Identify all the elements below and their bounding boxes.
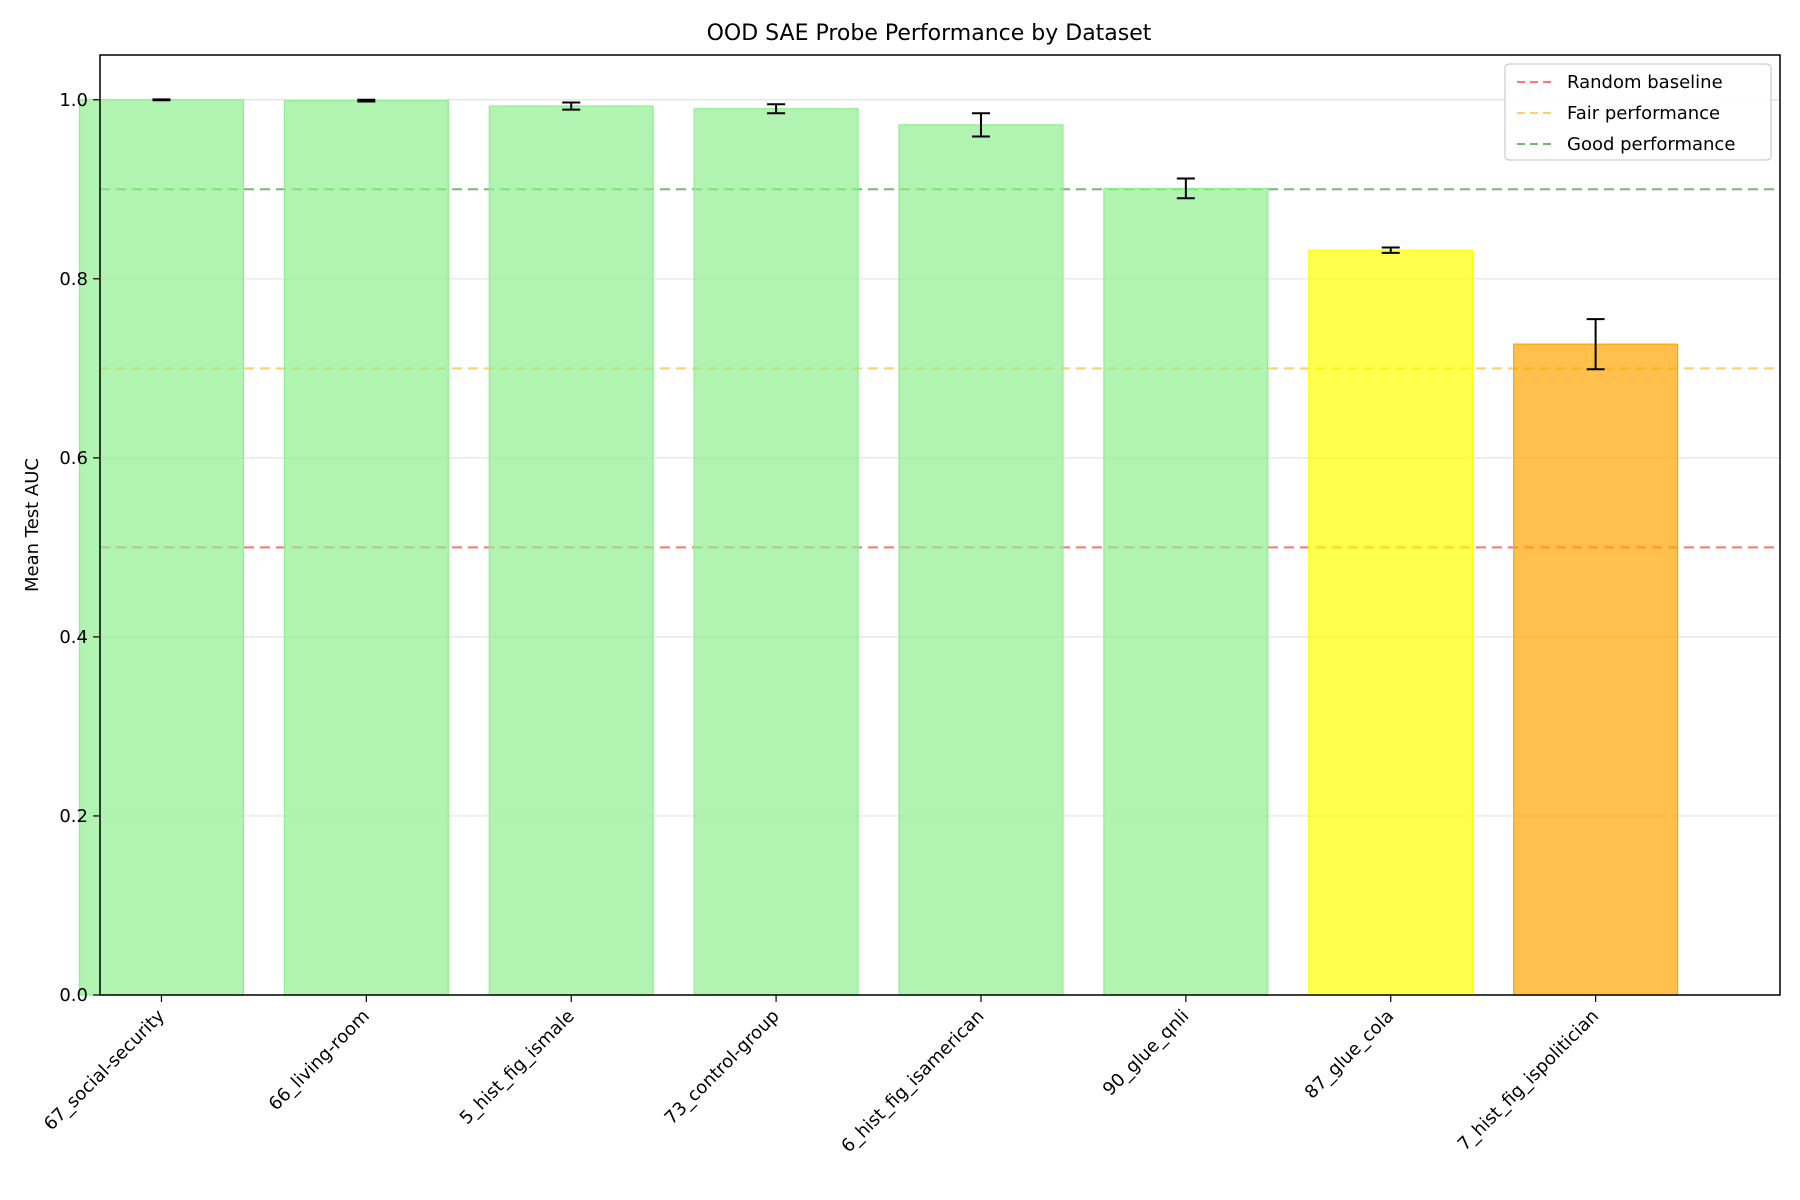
bar [283, 100, 449, 996]
x-axis: 67_social-security 66_living-room 5_hist_f… [40, 995, 1603, 1157]
error-bar [1586, 318, 1605, 371]
error-bar [1176, 177, 1195, 200]
x-tick-label: 66_living-room [265, 1006, 374, 1115]
bar [78, 99, 245, 996]
x-tick-label: 90_glue_qnli [1099, 1006, 1194, 1101]
bar [1513, 343, 1679, 996]
y-tick-label: 1.0 [59, 90, 88, 111]
x-tick-label: 5_hist_fig_ismale [456, 1006, 579, 1129]
x-tick-label: 73_control-group [661, 1006, 784, 1129]
y-tick-label: 0.4 [59, 627, 88, 648]
chart-title: OOD SAE Probe Performance by Dataset [707, 21, 1152, 46]
y-tick-label: 0.0 [59, 985, 88, 1006]
legend-entry-label: Good performance [1567, 134, 1735, 155]
bar [488, 105, 654, 996]
y-axis: 0.0 0.2 0.4 0.6 0.8 1.0 [59, 90, 100, 1006]
error-bar [357, 98, 376, 103]
error-bar [1381, 246, 1400, 254]
legend-entry-label: Fair performance [1567, 103, 1720, 124]
plot-frame [99, 54, 1781, 996]
y-tick-label: 0.8 [59, 269, 88, 290]
error-bar [562, 101, 581, 111]
x-tick-label: 6_hist_fig_isamerican [837, 1006, 988, 1157]
bars [78, 99, 1679, 996]
bar [1103, 187, 1269, 996]
bar [1308, 249, 1474, 996]
x-tick-label: 7_hist_fig_ispolitician [1454, 1006, 1603, 1155]
x-tick-label: 87_glue_cola [1301, 1006, 1398, 1103]
y-axis-label: Mean Test AUC [22, 458, 43, 592]
x-tick-label: 67_social-security [40, 1005, 169, 1134]
y-tick-label: 0.2 [59, 806, 88, 827]
legend-box [1504, 63, 1772, 161]
bar [693, 108, 859, 996]
error-bar [971, 112, 990, 138]
bar [898, 124, 1064, 996]
legend-entry-label: Random baseline [1567, 72, 1723, 93]
y-tick-label: 0.6 [59, 448, 88, 469]
error-bar [152, 98, 171, 102]
error-bar [767, 103, 786, 115]
legend: Random baseline Fair performance Good perf… [1504, 63, 1772, 161]
error-bars [152, 98, 1605, 371]
